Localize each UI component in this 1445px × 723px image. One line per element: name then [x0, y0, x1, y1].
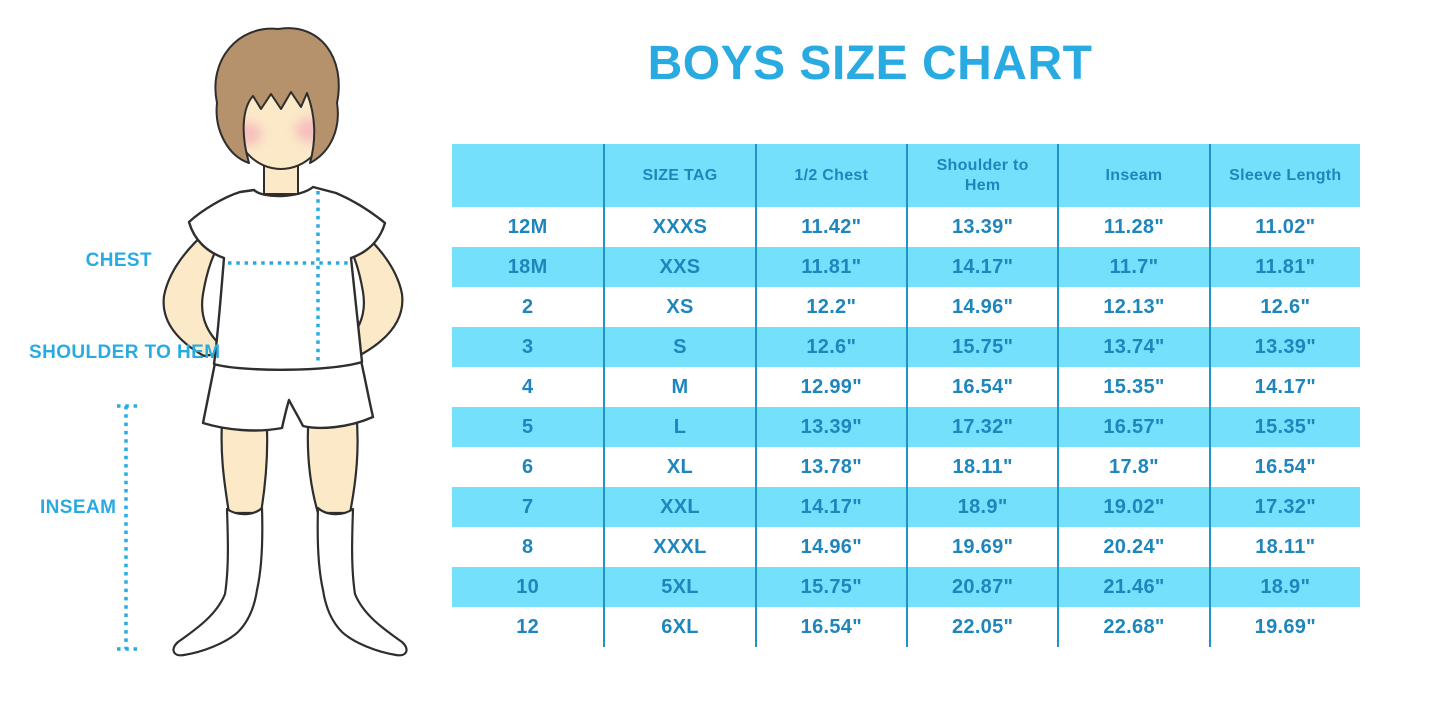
value-cell: 12.2": [754, 287, 906, 327]
value-cell: 13.74": [1057, 327, 1209, 367]
value-cell: 15.75": [905, 327, 1058, 367]
value-cell: 18.11": [905, 447, 1057, 487]
value-cell: 11.28": [1057, 207, 1208, 247]
value-cell: L: [603, 407, 755, 447]
size-table: SIZE TAG 1/2 Chest Shoulder to Hem Inseam Sl…: [452, 144, 1360, 647]
value-cell: 16.57": [1057, 407, 1209, 447]
value-cell: 11.7": [1057, 247, 1209, 287]
boy-head: [214, 27, 340, 170]
size-cell: 7: [452, 487, 604, 527]
value-cell: 12.99": [754, 367, 906, 407]
value-cell: 14.17": [1208, 367, 1360, 407]
value-cell: 13.78": [754, 447, 906, 487]
value-cell: 14.17": [754, 487, 906, 527]
value-cell: 13.39": [905, 207, 1057, 247]
column-header: [452, 144, 604, 207]
value-cell: 16.54": [1208, 447, 1360, 487]
value-cell: 20.87": [905, 567, 1058, 607]
value-cell: 16.54": [754, 607, 906, 647]
value-cell: 15.35": [1208, 407, 1360, 447]
inseam-dotted-line: [117, 404, 142, 651]
boy-shirt: [187, 185, 387, 371]
value-cell: 14.96": [905, 287, 1057, 327]
boy-hair: [214, 27, 340, 164]
size-cell: 18M: [452, 247, 604, 287]
value-cell: 14.96": [754, 527, 906, 567]
boy-illustration: [117, 27, 408, 657]
value-cell: 12.6": [754, 327, 906, 367]
value-cell: 13.39": [754, 407, 906, 447]
column-header: Sleeve Length: [1208, 144, 1360, 207]
value-cell: XL: [603, 447, 754, 487]
shoulder-to-hem-label: SHOULDER TO HEM: [29, 342, 221, 363]
value-cell: 14.17": [905, 247, 1058, 287]
boy-shorts: [201, 354, 375, 432]
value-cell: 21.46": [1057, 567, 1209, 607]
value-cell: 11.81": [1208, 247, 1360, 287]
value-cell: 6XL: [603, 607, 754, 647]
size-cell: 5: [452, 407, 604, 447]
value-cell: XS: [603, 287, 754, 327]
value-cell: 11.81": [754, 247, 906, 287]
value-cell: 17.32": [905, 407, 1058, 447]
value-cell: XXL: [603, 487, 755, 527]
inseam-label: INSEAM: [40, 497, 117, 518]
value-cell: 22.68": [1057, 607, 1208, 647]
value-cell: 20.24": [1057, 527, 1208, 567]
value-cell: 19.69": [1208, 607, 1360, 647]
column-header: Shoulder to Hem: [905, 144, 1058, 207]
size-cell: 2: [521, 295, 534, 318]
value-cell: 13.39": [1208, 327, 1360, 367]
value-cell: 19.02": [1057, 487, 1209, 527]
value-cell: 11.42": [754, 207, 906, 247]
value-cell: 15.75": [754, 567, 906, 607]
size-cell: 4: [521, 375, 534, 398]
value-cell: 18.9": [905, 487, 1058, 527]
value-cell: 19.69": [905, 527, 1057, 567]
size-cell: 10: [452, 567, 604, 607]
value-cell: XXXL: [603, 527, 754, 567]
chest-label: CHEST: [85, 250, 152, 271]
column-header: 1/2 Chest: [754, 144, 906, 207]
value-cell: 5XL: [603, 567, 755, 607]
value-cell: S: [603, 327, 755, 367]
boy-socks: [172, 506, 408, 657]
value-cell: XXXS: [603, 207, 754, 247]
value-cell: 17.8": [1057, 447, 1208, 487]
size-cell: 12: [516, 615, 540, 638]
value-cell: 15.35": [1057, 367, 1208, 407]
size-cell: 8: [521, 535, 534, 558]
size-cell: 6: [521, 455, 534, 478]
page-title: BOYS SIZE CHART: [647, 37, 1093, 90]
value-cell: 18.9": [1208, 567, 1360, 607]
value-cell: 16.54": [905, 367, 1057, 407]
value-cell: 12.13": [1057, 287, 1208, 327]
value-cell: 22.05": [905, 607, 1057, 647]
size-cell: 3: [452, 327, 604, 367]
value-cell: M: [603, 367, 754, 407]
value-cell: XXS: [603, 247, 755, 287]
value-cell: 11.02": [1208, 207, 1360, 247]
boy-legs: [220, 408, 359, 515]
boy-arms: [162, 228, 404, 358]
column-header: SIZE TAG: [603, 144, 755, 207]
value-cell: 12.6": [1208, 287, 1360, 327]
column-header: Inseam: [1057, 144, 1209, 207]
size-cell: 12M: [507, 215, 548, 238]
value-cell: 18.11": [1208, 527, 1360, 567]
value-cell: 17.32": [1208, 487, 1360, 527]
